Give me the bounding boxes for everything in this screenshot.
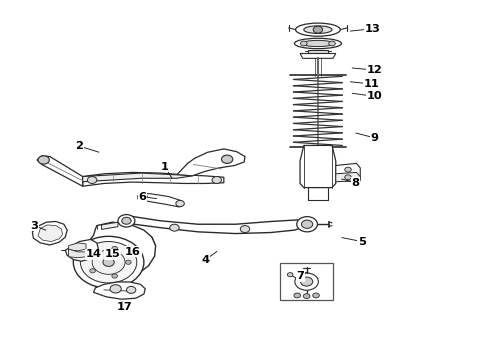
Polygon shape [32,221,67,245]
Text: 17: 17 [117,302,133,312]
Polygon shape [83,172,224,186]
Circle shape [300,41,307,46]
Polygon shape [38,225,63,242]
Polygon shape [300,145,336,188]
Polygon shape [69,249,86,258]
Circle shape [240,226,250,233]
Circle shape [87,176,97,184]
Text: 6: 6 [139,192,147,202]
Polygon shape [300,54,336,58]
Circle shape [110,285,122,293]
Circle shape [38,156,49,164]
Text: 8: 8 [351,178,360,188]
Text: 1: 1 [161,162,169,172]
Polygon shape [101,222,118,229]
Ellipse shape [294,38,342,49]
Circle shape [96,253,122,272]
Text: 11: 11 [363,79,379,89]
Polygon shape [84,222,156,280]
Text: 14: 14 [86,249,101,259]
Circle shape [300,277,313,286]
Text: 4: 4 [201,255,209,265]
Circle shape [118,215,135,227]
Text: 9: 9 [370,133,378,143]
Circle shape [90,252,96,256]
Circle shape [103,258,114,266]
Ellipse shape [302,40,334,46]
Circle shape [301,220,313,228]
Circle shape [295,273,319,290]
Text: 12: 12 [367,65,382,75]
Text: 5: 5 [358,237,366,247]
Circle shape [74,236,144,288]
Polygon shape [138,193,184,207]
Circle shape [297,217,318,232]
Circle shape [138,193,147,200]
Text: 7: 7 [296,271,304,281]
Polygon shape [94,282,145,299]
Circle shape [126,287,136,293]
Ellipse shape [304,26,332,33]
FancyBboxPatch shape [280,263,333,300]
Polygon shape [177,149,245,176]
Polygon shape [126,216,307,234]
Circle shape [345,167,351,172]
Text: 10: 10 [367,91,382,102]
Circle shape [90,269,96,273]
Circle shape [303,294,310,298]
Circle shape [112,246,118,251]
Polygon shape [336,172,360,182]
Polygon shape [336,163,360,182]
Polygon shape [37,156,83,186]
Text: 13: 13 [365,24,381,33]
Polygon shape [65,239,98,261]
Circle shape [212,176,221,184]
Circle shape [112,274,118,278]
Polygon shape [69,243,86,251]
Circle shape [294,293,300,298]
Circle shape [221,155,233,163]
Circle shape [122,217,131,224]
Text: 15: 15 [104,249,120,259]
Circle shape [80,242,137,283]
Circle shape [313,293,319,298]
Circle shape [125,260,131,264]
Polygon shape [83,173,192,182]
Circle shape [313,26,322,33]
Text: 2: 2 [75,141,83,151]
Text: 16: 16 [125,247,141,257]
Polygon shape [308,50,328,53]
Ellipse shape [295,23,340,36]
Circle shape [345,175,351,180]
Text: 3: 3 [30,221,38,231]
Circle shape [170,224,179,231]
Circle shape [329,41,335,46]
Circle shape [176,201,184,207]
Circle shape [92,250,125,274]
Circle shape [287,273,293,277]
